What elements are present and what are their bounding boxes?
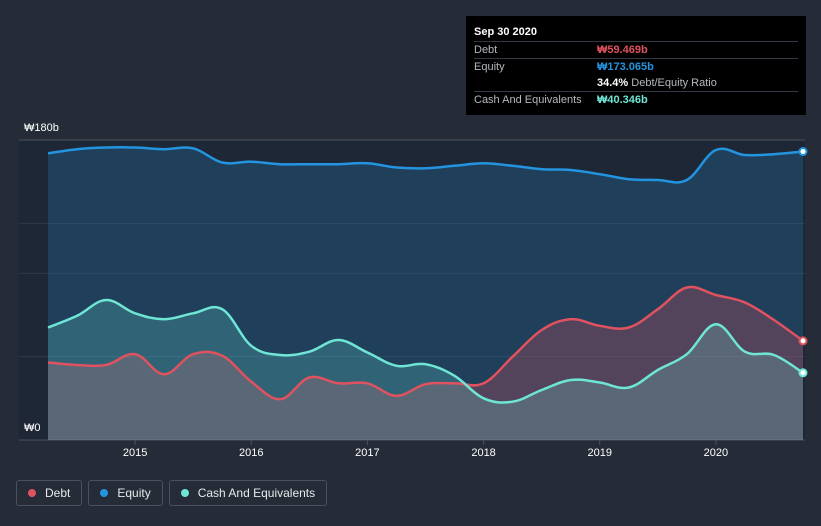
tooltip-ratio-value: 34.4% Debt/Equity Ratio — [597, 75, 717, 91]
tooltip-date: Sep 30 2020 — [474, 26, 537, 38]
legend-cash-label: Cash And Equivalents — [197, 486, 316, 500]
legend: Debt Equity Cash And Equivalents — [16, 480, 328, 506]
series-lines — [47, 146, 804, 404]
cash-area — [48, 299, 803, 440]
tooltip-cash-label: Cash And Equivalents — [474, 94, 582, 106]
x-tick-label: 2020 — [704, 447, 728, 459]
debt-line — [47, 285, 804, 401]
legend-equity-label: Equity — [117, 486, 151, 500]
tooltip-cash-value: ₩40.346b — [597, 94, 648, 106]
y-tick-label-zero: ₩0 — [24, 422, 41, 434]
tooltip-ratio-label: Debt/Equity Ratio — [631, 77, 717, 89]
legend-item-equity[interactable]: Equity — [88, 480, 163, 506]
equity-end-marker[interactable] — [798, 147, 808, 157]
tooltip-equity-label: Equity — [474, 61, 505, 73]
y-tick-label-max: ₩180b — [24, 122, 59, 134]
tooltip-debt-label: Debt — [474, 44, 498, 56]
x-tick-label: 2017 — [355, 447, 379, 459]
x-tick-label: 2015 — [123, 447, 147, 459]
x-tick-label: 2018 — [471, 447, 495, 459]
debt-area — [48, 286, 803, 440]
tooltip-cash-row: Cash And Equivalents ₩40.346b — [474, 91, 798, 108]
equity-line — [47, 146, 804, 184]
x-tick-label: 2016 — [239, 447, 263, 459]
x-axis-ticks: 2015 2016 2017 2018 2019 2020 — [123, 440, 728, 459]
tooltip-equity-value: ₩173.065b — [597, 61, 654, 73]
x-tick-label: 2019 — [587, 447, 611, 459]
legend-item-debt[interactable]: Debt — [16, 480, 83, 506]
legend-cash-dot-icon — [180, 489, 189, 497]
tooltip-ratio-percent: 34.4% — [597, 77, 629, 89]
tooltip-panel: Sep 30 2020 Debt ₩59.469b Equity ₩173.06… — [466, 16, 806, 115]
debt-end-marker[interactable] — [798, 336, 808, 346]
series-end-markers — [798, 147, 808, 378]
tooltip-debt-value: ₩59.469b — [597, 44, 648, 56]
cash-end-marker[interactable] — [798, 368, 808, 378]
legend-equity-dot-icon — [100, 489, 109, 497]
tooltip-ratio-spacer — [474, 75, 597, 91]
tooltip-ratio-row: 34.4% Debt/Equity Ratio — [474, 75, 798, 91]
legend-item-cash[interactable]: Cash And Equivalents — [168, 480, 328, 506]
legend-debt-label: Debt — [45, 486, 71, 500]
cash-line — [47, 298, 804, 404]
grid-lines — [19, 139, 805, 441]
tooltip-debt-row: Debt ₩59.469b — [474, 41, 798, 58]
legend-debt-dot-icon — [28, 489, 36, 497]
series-areas — [48, 147, 803, 440]
tooltip-equity-row: Equity ₩173.065b — [474, 58, 798, 75]
